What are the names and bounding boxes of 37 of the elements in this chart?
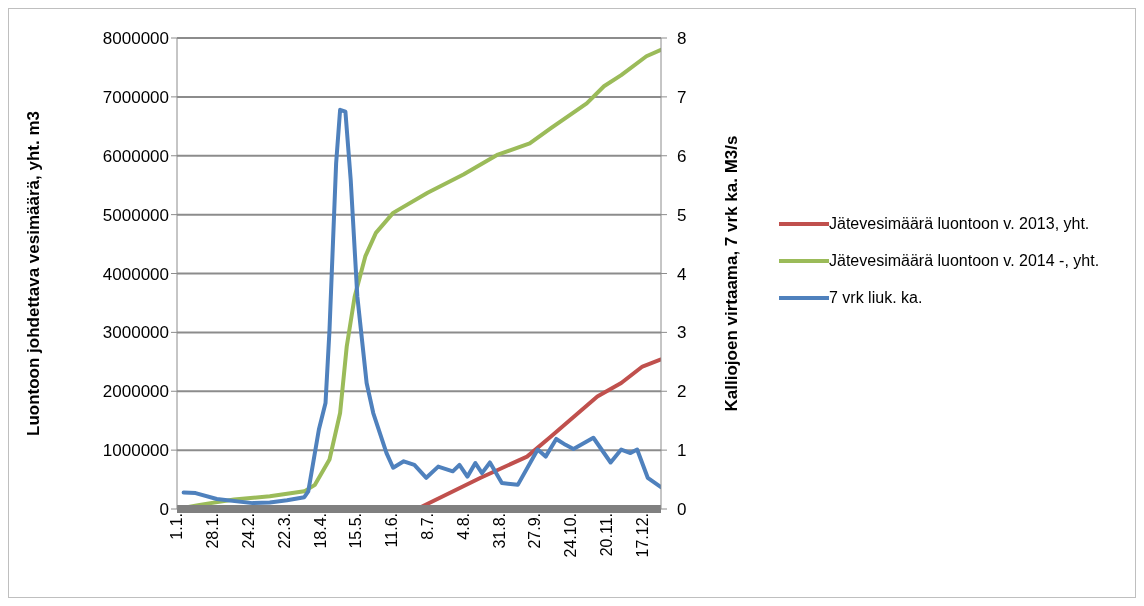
x-tick-label: 1.1. — [168, 513, 186, 540]
y2-tick-label: 3 — [677, 323, 687, 343]
y-tick-label: 0 — [159, 500, 169, 520]
y-tick-label: 7000000 — [102, 87, 169, 107]
x-tick-label: 28.1. — [204, 513, 222, 549]
y2-tick-label: 8 — [677, 29, 687, 49]
y2-tick-label: 2 — [677, 382, 687, 402]
y-tick-label: 1000000 — [102, 441, 169, 461]
y2-tick-label: 5 — [677, 205, 687, 225]
legend-label: 7 vrk liuk. ka. — [829, 288, 923, 308]
y2-tick-label: 0 — [677, 500, 687, 520]
y2-tick-label: 7 — [677, 87, 687, 107]
y-tick-label: 6000000 — [102, 146, 169, 166]
x-tick-label: 11.6. — [383, 513, 401, 548]
x-tick-label: 22.3. — [275, 513, 293, 549]
y-tick-label: 8000000 — [102, 29, 169, 49]
y2-tick-label: 1 — [677, 441, 687, 461]
x-tick-label: 20.11. — [597, 513, 615, 557]
y2-axis-title: Kalliojoen virtaama, 7 vrk ka. M3/s — [722, 135, 742, 412]
y-axis-title: Luontoon johdettava vesimäärä, yht. m3 — [24, 111, 44, 436]
x-tick-label: 8.7. — [418, 513, 436, 540]
x-tick-label: 31.8. — [490, 513, 508, 549]
y-tick-label: 4000000 — [102, 264, 169, 284]
x-tick-label: 17.12. — [633, 513, 651, 558]
x-tick-label: 15.5. — [347, 513, 365, 549]
y2-tick-label: 6 — [677, 146, 687, 166]
y-tick-label: 2000000 — [102, 382, 169, 402]
y2-tick-label: 4 — [677, 264, 687, 284]
legend-label: Jätevesimäärä luontoon v. 2014 -, yht. — [829, 251, 1100, 271]
y-tick-label: 3000000 — [102, 323, 169, 343]
legend-label: Jätevesimäärä luontoon v. 2013, yht. — [829, 214, 1090, 234]
y-tick-label: 5000000 — [102, 205, 169, 225]
x-tick-label: 24.2. — [239, 513, 257, 549]
x-tick-label: 18.4. — [311, 513, 329, 549]
x-tick-label: 4.8. — [454, 513, 472, 540]
x-tick-label: 24.10. — [562, 513, 580, 558]
x-tick-label: 27.9. — [526, 513, 544, 549]
